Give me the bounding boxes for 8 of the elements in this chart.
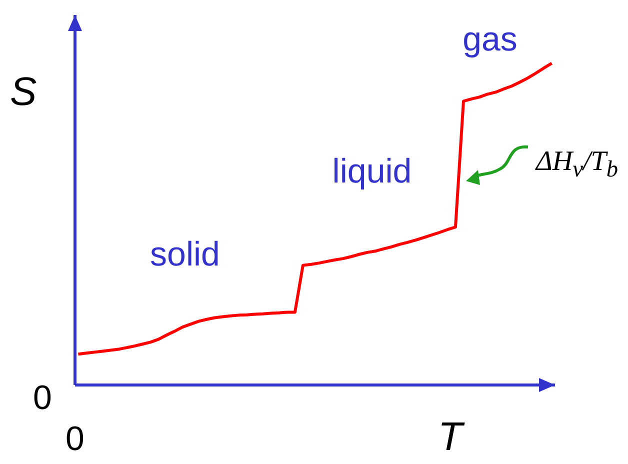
annotation: liquid	[332, 152, 412, 192]
text: gas	[462, 20, 518, 60]
annotation: ΔH$_{v}$/T$_{b}$	[536, 146, 618, 184]
y-axis-title: S	[10, 70, 37, 115]
x-axis-title: T	[438, 415, 462, 460]
annotation: solid	[150, 236, 220, 274]
text: 0	[66, 420, 84, 459]
text: 0	[33, 379, 52, 418]
